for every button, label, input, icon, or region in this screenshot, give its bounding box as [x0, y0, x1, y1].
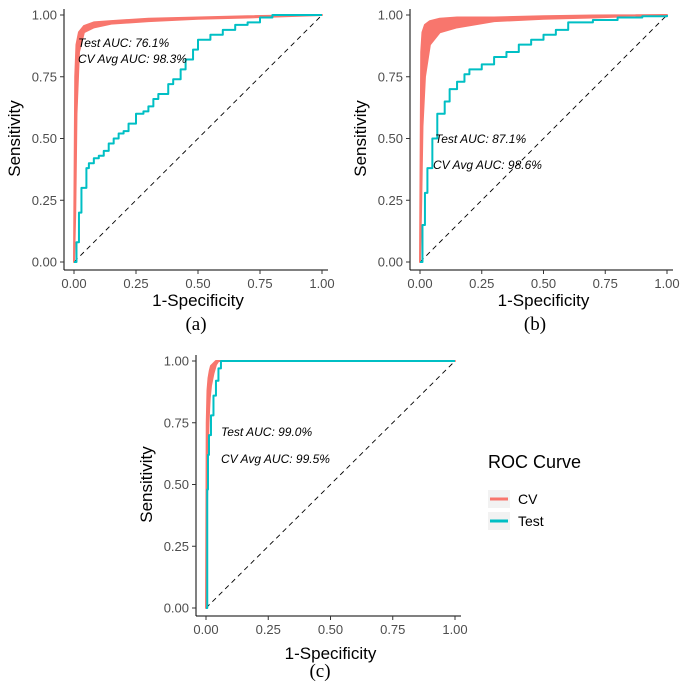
- y-axis-title: Sensitivity: [137, 446, 156, 523]
- panel-1: 0.00 0.25 0.50 0.75 1.00 0.00 0.25 0.50 0.75 1.00…: [5, 8, 335, 336]
- x-tick-label: 0.50: [185, 276, 210, 291]
- series-test-line: [206, 360, 455, 609]
- y-tick-label: 0.75: [378, 69, 403, 84]
- x-tick-label: 0.00: [407, 276, 432, 291]
- y-tick-label: 0.25: [32, 193, 57, 208]
- x-tick-label: 0.50: [531, 276, 556, 291]
- reference-diagonal-line: [205, 360, 456, 609]
- legend: ROC Curve CV Test: [488, 452, 581, 530]
- y-tick-label: 0.75: [32, 69, 57, 84]
- y-tick-label: 0.00: [32, 255, 57, 270]
- y-tick-label: 0.00: [164, 601, 189, 616]
- legend-title: ROC Curve: [488, 452, 581, 472]
- auc-annotation: CV Avg AUC: 98.3%: [78, 52, 187, 66]
- x-axis-title: 1-Specificity: [498, 291, 590, 310]
- y-tick-label: 0.25: [164, 539, 189, 554]
- x-tick-label: 0.25: [256, 622, 281, 637]
- y-tick-label: 0.25: [378, 193, 403, 208]
- x-tick-label: 1.00: [654, 276, 679, 291]
- x-tick-label: 0.25: [123, 276, 148, 291]
- reference-diagonal-line: [419, 14, 668, 263]
- panel-2: 0.00 0.25 0.50 0.75 1.00 0.00 0.25 0.50 0.75 1.00…: [351, 8, 680, 336]
- x-tick-label: 0.75: [247, 276, 272, 291]
- x-tick-label: 0.00: [61, 276, 86, 291]
- y-tick-label: 1.00: [378, 8, 403, 23]
- x-tick-label: 1.00: [309, 276, 334, 291]
- x-tick-label: 0.75: [380, 622, 405, 637]
- y-tick-label: 1.00: [164, 354, 189, 369]
- y-tick-label: 0.50: [32, 131, 57, 146]
- y-tick-label: 0.75: [164, 415, 189, 430]
- y-tick-label: 0.50: [378, 131, 403, 146]
- panel-label: (b): [524, 314, 546, 335]
- x-tick-label: 0.75: [593, 276, 618, 291]
- panel-label: (c): [309, 661, 330, 682]
- panel-3: 0.00 0.25 0.50 0.75 1.00 0.00 0.25 0.50 0.75 1.00…: [137, 354, 468, 683]
- y-tick-label: 0.00: [378, 255, 403, 270]
- series-test-line: [420, 15, 668, 263]
- x-axis-title: 1-Specificity: [152, 291, 244, 310]
- auc-annotation: Test AUC: 87.1%: [435, 132, 526, 146]
- x-tick-label: 1.00: [442, 622, 467, 637]
- auc-annotation: Test AUC: 99.0%: [221, 425, 312, 439]
- panel-label: (a): [185, 314, 206, 335]
- auc-annotation: CV Avg AUC: 99.5%: [221, 452, 330, 466]
- x-tick-label: 0.00: [193, 622, 218, 637]
- x-tick-label: 0.25: [469, 276, 494, 291]
- y-axis-title: Sensitivity: [351, 100, 370, 177]
- y-tick-label: 0.50: [164, 477, 189, 492]
- series-test-line: [74, 14, 322, 263]
- legend-label: Test: [518, 513, 544, 529]
- auc-annotation: CV Avg AUC: 98.6%: [433, 158, 542, 172]
- x-tick-label: 0.50: [318, 622, 343, 637]
- legend-label: CV: [518, 491, 538, 507]
- y-tick-label: 1.00: [32, 8, 57, 23]
- x-axis-title: 1-Specificity: [285, 644, 377, 663]
- reference-diagonal-line: [73, 14, 323, 263]
- auc-annotation: Test AUC: 76.1%: [78, 36, 169, 50]
- y-axis-title: Sensitivity: [5, 100, 24, 177]
